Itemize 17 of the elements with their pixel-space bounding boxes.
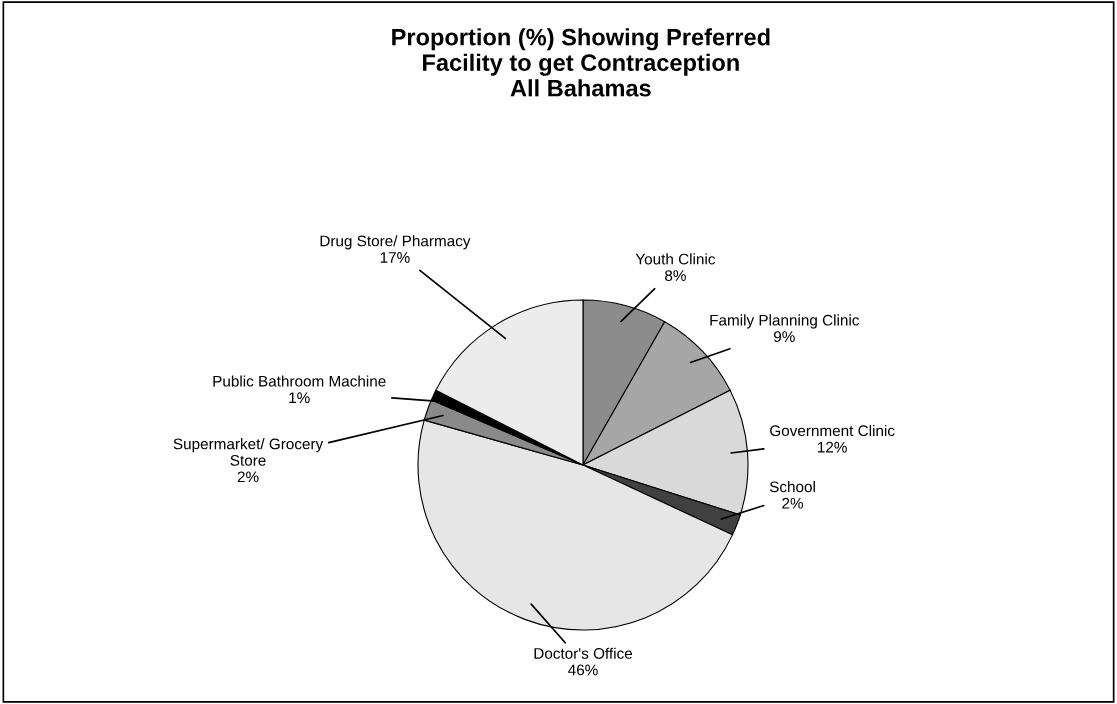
slice-label: Supermarket/ Grocery Store <box>173 438 324 466</box>
chart-title: Proportion (%) Showing Preferred Facility to get Contraception All Bahamas <box>392 28 770 97</box>
data-label: 1% <box>289 392 310 404</box>
data-label: 9% <box>773 331 795 343</box>
slice-label: Youth Clinic <box>635 253 716 265</box>
slice-label: School <box>769 481 815 493</box>
slice-label: Government Clinic <box>770 424 895 437</box>
slice-label: Family Planning Clinic <box>710 314 860 329</box>
data-label: 2% <box>782 497 804 509</box>
data-label: 46% <box>568 664 598 676</box>
slice-label: Doctor's Office <box>534 647 633 659</box>
data-label: 8% <box>665 270 686 281</box>
slice-label: Drug Store/ Pharmacy <box>320 235 471 250</box>
data-label: 2% <box>237 471 259 483</box>
data-label: 17% <box>380 252 410 263</box>
slice-label: Public Bathroom Machine <box>213 375 386 387</box>
data-label: 12% <box>818 441 847 453</box>
